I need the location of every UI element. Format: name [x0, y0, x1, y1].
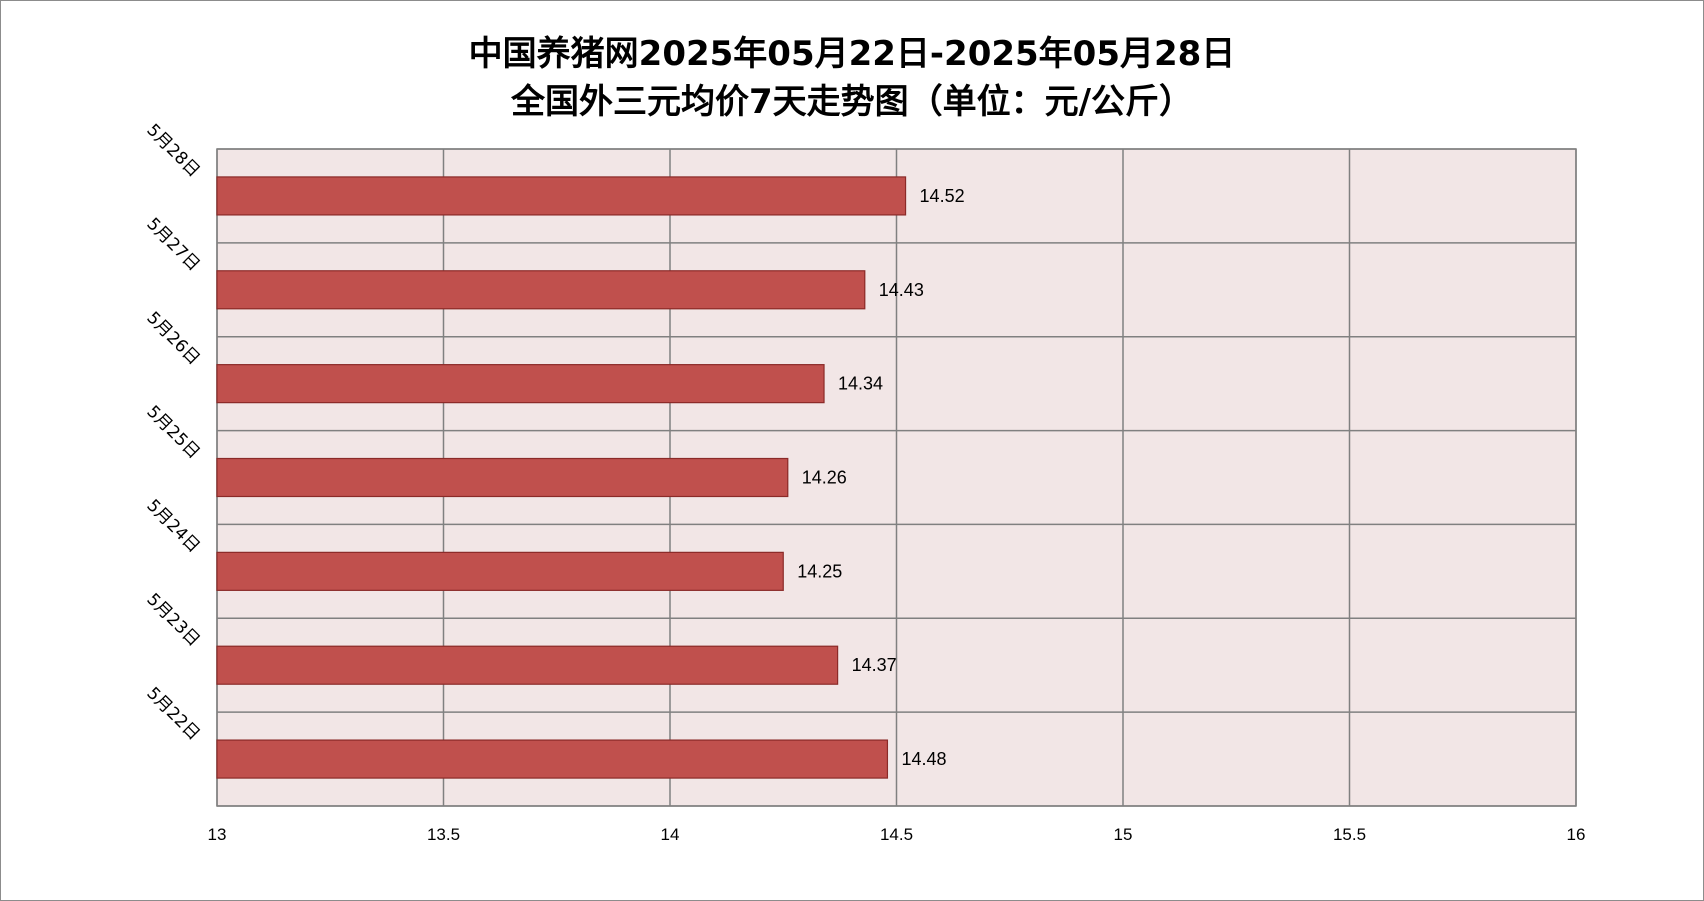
bar-value-label: 14.48: [901, 749, 946, 769]
bars: 14.52 14.43 14.34 14.26 14.25 14.37 14.48: [216, 176, 965, 779]
y-tick-label: 5月24日: [142, 496, 203, 557]
y-tick-label: 5月27日: [142, 214, 203, 275]
y-tick-label: 5月22日: [142, 683, 203, 744]
chart-title-line-2: 全国外三元均价7天走势图（单位：元/公斤）: [510, 82, 1194, 122]
y-tick-label: 5月28日: [142, 120, 203, 181]
x-axis-ticks: 13 13.5 14 14.5 15 15.5 16: [208, 825, 1586, 844]
bar: [216, 457, 789, 498]
bar-value-label: 14.34: [838, 374, 883, 394]
chart-title: 中国养猪网2025年05月22日-2025年05月28日 全国外三元均价7天走势…: [0, 30, 1704, 126]
x-tick-label: 16: [1567, 825, 1586, 844]
x-tick-label: 15: [1114, 825, 1133, 844]
x-tick-label: 13.5: [427, 825, 460, 844]
bar-value-label: 14.43: [879, 280, 924, 300]
x-tick-label: 14: [661, 825, 680, 844]
bar-value-label: 14.25: [797, 561, 842, 581]
grid-lines: [216, 148, 1577, 807]
x-tick-label: 14.5: [880, 825, 913, 844]
bar-value-label: 14.26: [802, 468, 847, 488]
y-axis-ticks: 5月28日 5月27日 5月26日 5月25日 5月24日 5月23日 5月22日: [142, 120, 203, 744]
y-tick-label: 5月23日: [142, 590, 203, 651]
bar: [216, 176, 907, 216]
bar: [216, 739, 889, 779]
bar-value-label: 14.37: [852, 655, 897, 675]
y-tick-label: 5月25日: [142, 402, 203, 463]
bar: [216, 645, 839, 685]
bar: [216, 364, 825, 404]
bar: [216, 270, 866, 310]
x-tick-label: 15.5: [1333, 825, 1366, 844]
bar: [216, 551, 784, 591]
y-tick-label: 5月26日: [142, 308, 203, 369]
chart-title-line-1: 中国养猪网2025年05月22日-2025年05月28日: [468, 34, 1236, 74]
bar-value-label: 14.52: [920, 186, 965, 206]
x-tick-label: 13: [208, 825, 227, 844]
